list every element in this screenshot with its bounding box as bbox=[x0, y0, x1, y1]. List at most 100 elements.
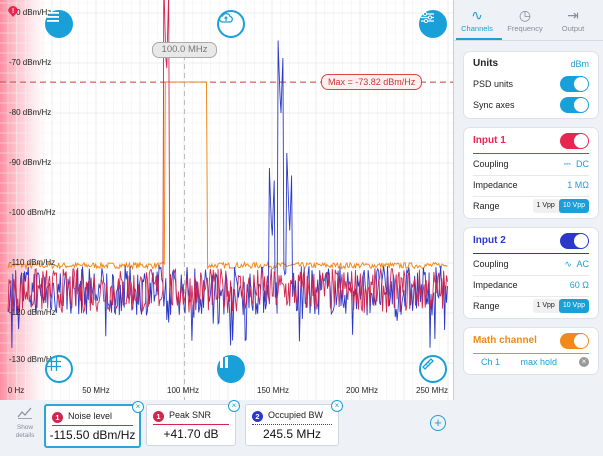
sync-axes-toggle[interactable] bbox=[560, 97, 589, 113]
dc-icon: ⎓ bbox=[563, 159, 571, 169]
menu-button[interactable] bbox=[45, 10, 73, 38]
range-option-10vpp[interactable]: 10 Vpp bbox=[558, 299, 589, 313]
impedance-value: 1 MΩ bbox=[567, 180, 589, 190]
divider bbox=[473, 275, 589, 276]
units-value[interactable]: dBm bbox=[570, 59, 589, 69]
input2-impedance-row[interactable]: Impedance 60 Ω bbox=[473, 275, 589, 295]
measurement-underline bbox=[52, 425, 133, 426]
coupling-label: Coupling bbox=[473, 259, 509, 269]
side-panel: ∿ Channels ◷ Frequency ⇥ Output Units dB… bbox=[454, 0, 603, 456]
x-tick-label: 0 Hz bbox=[7, 386, 25, 395]
tab-divider bbox=[454, 40, 603, 41]
trend-icon bbox=[17, 407, 32, 419]
show-details-button[interactable]: Show details bbox=[11, 406, 39, 440]
tab-frequency[interactable]: ◷ Frequency bbox=[502, 6, 548, 33]
y-tick-label: -110 dBm/Hz bbox=[9, 258, 56, 267]
sync-axes-label: Sync axes bbox=[473, 100, 515, 110]
pause-icon bbox=[220, 357, 228, 368]
input2-range-row: Range 1 Vpp 10 Vpp bbox=[473, 296, 589, 316]
measurement-card[interactable]: 2 Occupied BW 245.5 MHz × bbox=[245, 400, 343, 446]
psd-units-row: PSD units bbox=[473, 74, 589, 94]
divider bbox=[473, 353, 589, 354]
y-tick-label: -130 dBm/Hz bbox=[9, 355, 56, 364]
measurement-card[interactable]: 1 Peak SNR +41.70 dB × bbox=[146, 400, 240, 446]
math-channel-trace bbox=[7, 81, 448, 271]
impedance-label: Impedance bbox=[473, 180, 518, 190]
impedance-value: 60 Ω bbox=[569, 280, 589, 290]
range-label: Range bbox=[473, 301, 500, 311]
cloud-upload-button[interactable] bbox=[217, 10, 245, 38]
psd-units-label: PSD units bbox=[473, 79, 514, 89]
measurement-underline bbox=[252, 424, 332, 426]
close-icon[interactable]: × bbox=[228, 400, 240, 412]
input1-toggle[interactable] bbox=[560, 133, 589, 149]
units-card: Units dBm PSD units Sync axes bbox=[464, 52, 598, 118]
impedance-label: Impedance bbox=[473, 280, 518, 290]
clear-icon[interactable]: × bbox=[579, 357, 589, 367]
ruler-icon bbox=[422, 358, 434, 370]
close-icon[interactable]: × bbox=[331, 400, 343, 412]
divider bbox=[473, 175, 589, 176]
math-expression-row[interactable]: Ch 1 max hold × bbox=[473, 352, 589, 372]
close-icon[interactable]: × bbox=[132, 401, 144, 413]
menu-icon bbox=[47, 12, 59, 22]
tab-label: Frequency bbox=[507, 24, 543, 33]
range-selector[interactable]: 1 Vpp 10 Vpp bbox=[532, 299, 589, 313]
range-option-1vpp[interactable]: 1 Vpp bbox=[536, 302, 555, 309]
input1-card: Input 1 Coupling ⎓ DC Impedance 1 MΩ Ran… bbox=[464, 128, 598, 218]
math-channel-toggle[interactable] bbox=[560, 333, 589, 349]
measurement-title: Peak SNR bbox=[169, 410, 212, 420]
divider bbox=[473, 153, 589, 154]
measurement-underline bbox=[153, 424, 229, 425]
x-tick-label: 250 MHz bbox=[415, 386, 449, 395]
units-title: Units dBm bbox=[473, 54, 589, 74]
input1-range-row: Range 1 Vpp 10 Vpp bbox=[473, 196, 589, 216]
input1-trace bbox=[7, 0, 448, 314]
active-tab-indicator bbox=[456, 38, 502, 40]
measurement-value: -115.50 dBm/Hz bbox=[49, 428, 136, 442]
channel-number-badge: 2 bbox=[252, 411, 263, 422]
input1-title: Input 1 bbox=[473, 131, 589, 151]
input2-title: Input 2 bbox=[473, 231, 589, 251]
divider bbox=[473, 196, 589, 197]
range-option-10vpp[interactable]: 10 Vpp bbox=[558, 199, 589, 213]
max-hold-badge[interactable]: Max = -73.82 dBm/Hz bbox=[321, 74, 423, 90]
svg-text:!: ! bbox=[12, 8, 14, 15]
input1-coupling-row[interactable]: Coupling ⎓ DC bbox=[473, 154, 589, 174]
add-measurement-button[interactable]: + bbox=[430, 415, 446, 431]
measurement-title: Occupied BW bbox=[268, 410, 324, 420]
range-label: Range bbox=[473, 201, 500, 211]
tab-output[interactable]: ⇥ Output bbox=[550, 6, 596, 33]
x-tick-label: 50 MHz bbox=[82, 386, 110, 395]
coupling-value: ⎓ DC bbox=[563, 159, 589, 169]
y-tick-label: -100 dBm/Hz bbox=[9, 208, 56, 217]
x-tick-label: 200 MHz bbox=[345, 386, 379, 395]
alert-icon[interactable]: ! bbox=[7, 4, 19, 18]
pause-button[interactable] bbox=[217, 355, 245, 383]
coupling-value: ∿ AC bbox=[564, 259, 589, 269]
coupling-label: Coupling bbox=[473, 159, 509, 169]
ruler-button[interactable] bbox=[419, 355, 447, 383]
input1-impedance-row[interactable]: Impedance 1 MΩ bbox=[473, 175, 589, 195]
channel-number-badge: 1 bbox=[52, 412, 63, 423]
measurement-card[interactable]: 1 Noise level -115.50 dBm/Hz × bbox=[44, 401, 144, 448]
psd-units-toggle[interactable] bbox=[560, 76, 589, 92]
settings-button[interactable] bbox=[419, 10, 447, 38]
grid-button[interactable] bbox=[45, 355, 73, 383]
y-tick-label: -80 dBm/Hz bbox=[9, 108, 52, 117]
measurement-value: 245.5 MHz bbox=[262, 427, 322, 441]
spectrum-plot[interactable]: -60 dBm/Hz -70 dBm/Hz -80 dBm/Hz -90 dBm… bbox=[0, 0, 454, 400]
frequency-marker-badge[interactable]: 100.0 MHz bbox=[152, 42, 217, 58]
tab-label: Output bbox=[561, 24, 585, 33]
input2-card: Input 2 Coupling ∿ AC Impedance 60 Ω Ran… bbox=[464, 228, 598, 318]
divider bbox=[473, 253, 589, 254]
show-details-label: Show details bbox=[15, 424, 35, 439]
measurement-title: Noise level bbox=[68, 411, 113, 421]
range-option-1vpp[interactable]: 1 Vpp bbox=[536, 202, 555, 209]
input2-coupling-row[interactable]: Coupling ∿ AC bbox=[473, 254, 589, 274]
tab-label: Channels bbox=[461, 24, 493, 33]
range-selector[interactable]: 1 Vpp 10 Vpp bbox=[532, 199, 589, 213]
tab-channels[interactable]: ∿ Channels bbox=[454, 6, 500, 33]
x-tick-label: 100 MHz bbox=[166, 386, 200, 395]
input2-toggle[interactable] bbox=[560, 233, 589, 249]
